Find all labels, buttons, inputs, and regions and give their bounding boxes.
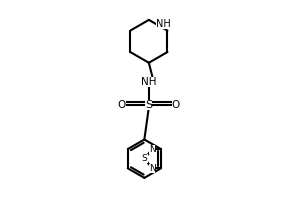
- Text: S: S: [142, 154, 148, 163]
- Text: N: N: [148, 164, 155, 173]
- Text: N: N: [148, 145, 155, 154]
- Text: O: O: [172, 100, 180, 110]
- Text: NH: NH: [156, 19, 171, 29]
- Text: O: O: [118, 100, 126, 110]
- Text: NH: NH: [141, 77, 157, 87]
- Text: S: S: [145, 100, 152, 110]
